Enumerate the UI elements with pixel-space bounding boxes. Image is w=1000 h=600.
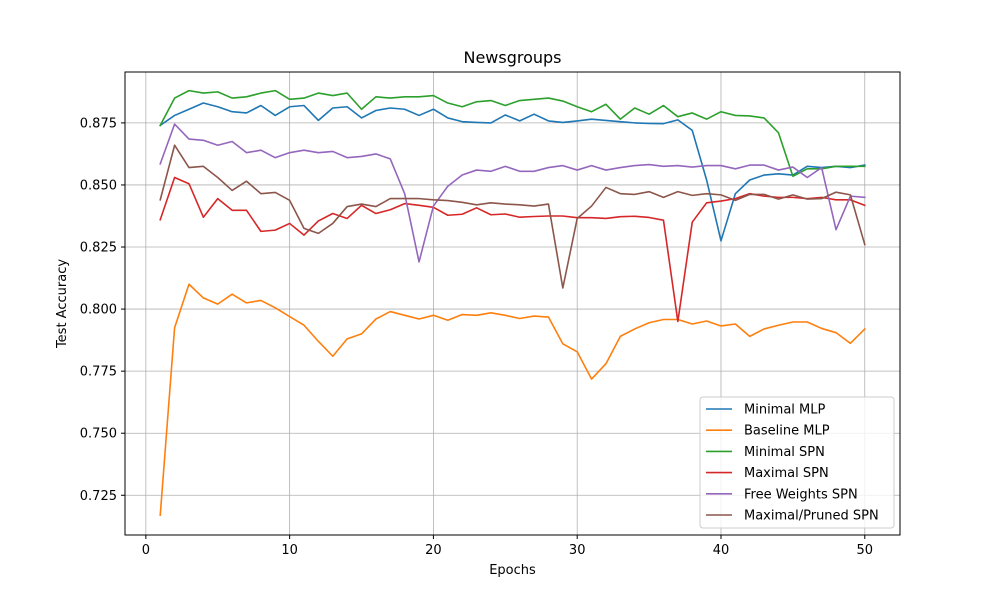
y-tick-label: 0.875 <box>80 116 117 131</box>
legend-label: Maximal/Pruned SPN <box>744 509 879 524</box>
x-tick-label: 20 <box>425 543 442 558</box>
series-line-maximal-spn <box>159 176 866 323</box>
y-tick-label: 0.725 <box>80 489 117 504</box>
series-lines <box>159 89 866 516</box>
series-line-minimal-mlp <box>159 102 866 242</box>
chart-title: Newsgroups <box>463 48 561 67</box>
axis-ticks: 0 10 20 30 40 50 0.725 0.750 0.775 0.800 0.825 0.85… <box>80 116 873 558</box>
plot-frame <box>124 71 901 536</box>
legend-label: Minimal MLP <box>744 403 826 418</box>
x-tick-label: 10 <box>281 543 298 558</box>
legend-box <box>699 396 895 529</box>
series-line-maximal-pruned-spn <box>159 144 866 289</box>
x-axis-label: Epochs <box>489 563 536 578</box>
series-line-minimal-spn <box>159 89 866 178</box>
legend: Minimal MLP Baseline MLP Minimal SPN Maxima… <box>699 396 895 529</box>
x-tick-label: 40 <box>713 543 730 558</box>
y-tick-label: 0.850 <box>80 178 117 193</box>
y-axis-label: Test Accuracy <box>55 259 70 349</box>
x-tick-label: 0 <box>142 543 150 558</box>
y-tick-label: 0.750 <box>80 427 117 442</box>
legend-label: Maximal SPN <box>744 466 829 481</box>
legend-label: Baseline MLP <box>744 424 830 439</box>
x-tick-label: 30 <box>569 543 586 558</box>
y-tick-label: 0.775 <box>80 365 117 380</box>
series-line-free-weights-spn <box>159 123 866 263</box>
y-tick-label: 0.825 <box>80 241 117 256</box>
legend-label: Free Weights SPN <box>744 487 858 502</box>
series-line-baseline-mlp <box>159 283 866 516</box>
y-tick-label: 0.800 <box>80 303 117 318</box>
legend-label: Minimal SPN <box>744 445 825 460</box>
x-tick-label: 50 <box>856 543 873 558</box>
